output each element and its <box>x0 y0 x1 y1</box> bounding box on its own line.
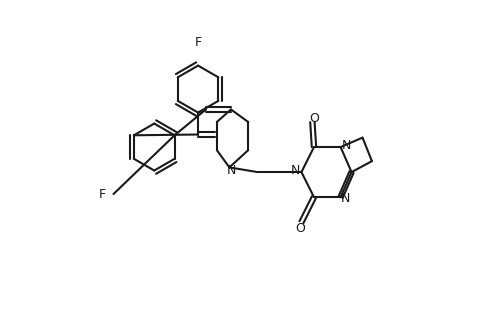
Text: N: N <box>291 164 300 177</box>
Text: O: O <box>295 222 305 235</box>
Text: F: F <box>194 36 202 49</box>
Text: N: N <box>226 164 236 177</box>
Text: F: F <box>99 187 106 201</box>
Text: O: O <box>309 112 319 125</box>
Text: N: N <box>340 192 350 205</box>
Text: N: N <box>342 139 352 152</box>
